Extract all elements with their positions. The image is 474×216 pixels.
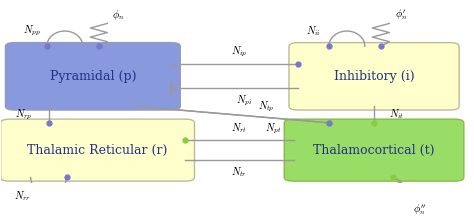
Text: $N_{ii}$: $N_{ii}$ xyxy=(306,24,321,38)
FancyBboxPatch shape xyxy=(5,43,180,110)
Text: $N_{rt}$: $N_{rt}$ xyxy=(231,121,247,135)
FancyBboxPatch shape xyxy=(0,119,194,181)
Text: Inhibitory (i): Inhibitory (i) xyxy=(334,70,414,83)
Text: $N_{rp}$: $N_{rp}$ xyxy=(15,107,32,122)
Text: Thalamic Reticular (r): Thalamic Reticular (r) xyxy=(27,144,168,157)
Text: $N_{pi}$: $N_{pi}$ xyxy=(236,94,252,108)
Text: $\phi_n$: $\phi_n$ xyxy=(111,8,124,22)
Text: $N_{ip}$: $N_{ip}$ xyxy=(231,44,247,59)
Text: Pyramidal (p): Pyramidal (p) xyxy=(50,70,136,83)
Text: $\phi_n'$: $\phi_n'$ xyxy=(395,7,407,22)
Text: $N_{tr}$: $N_{tr}$ xyxy=(231,165,247,179)
Text: $N_{pp}$: $N_{pp}$ xyxy=(23,24,40,38)
Text: $N_{rr}$: $N_{rr}$ xyxy=(14,189,31,203)
Text: $\phi_n''$: $\phi_n''$ xyxy=(413,202,427,216)
FancyBboxPatch shape xyxy=(284,119,464,181)
FancyBboxPatch shape xyxy=(289,43,459,110)
Text: Thalamocortical (t): Thalamocortical (t) xyxy=(313,144,435,157)
Text: $N_{pt}$: $N_{pt}$ xyxy=(265,122,282,136)
Text: $N_{tp}$: $N_{tp}$ xyxy=(258,100,275,114)
Text: $N_{it}$: $N_{it}$ xyxy=(389,108,404,121)
